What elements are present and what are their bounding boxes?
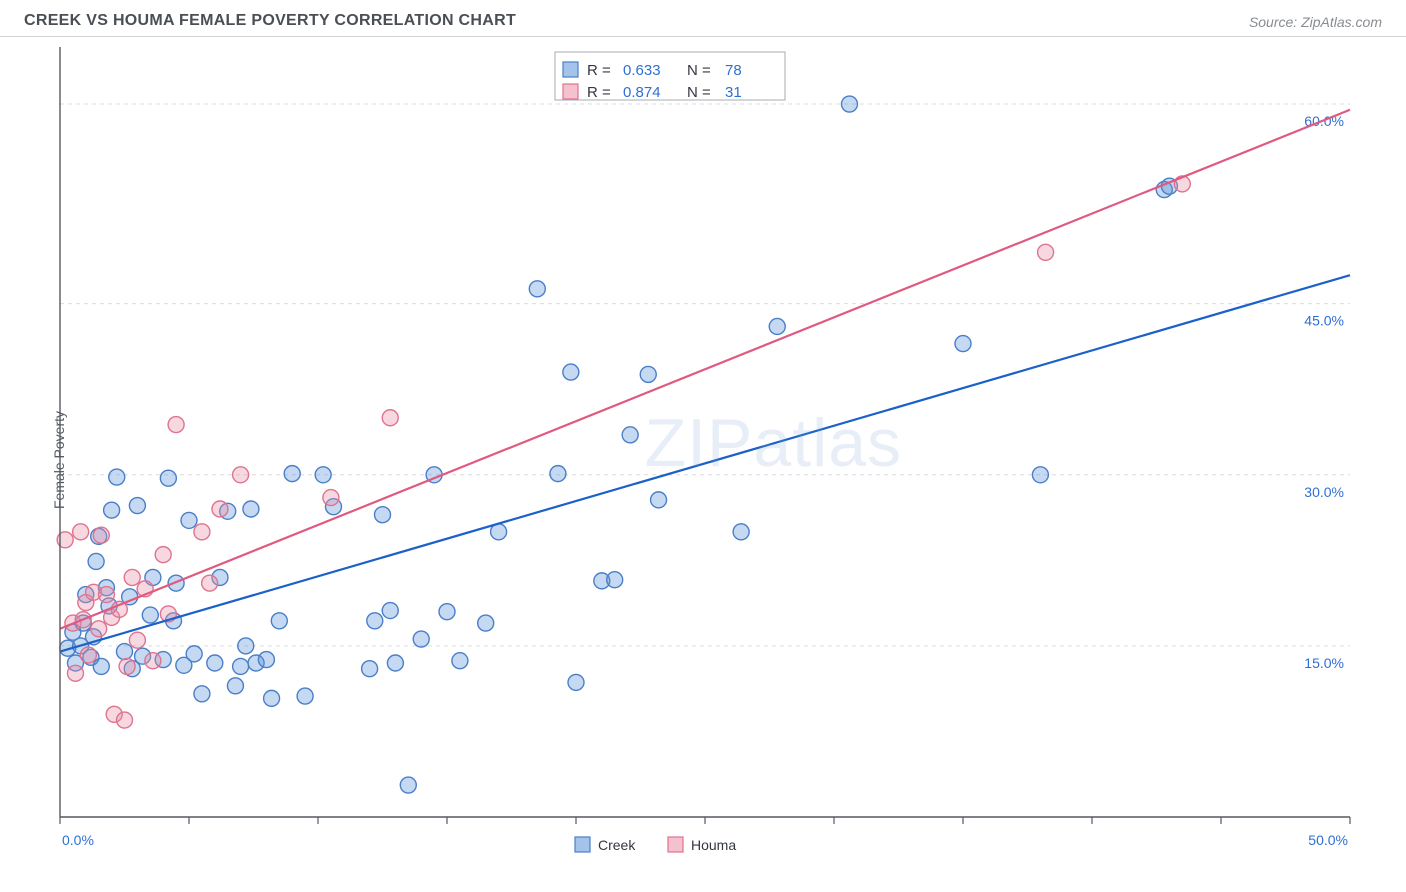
scatter-point: [207, 655, 223, 671]
scatter-point: [88, 553, 104, 569]
scatter-point: [563, 364, 579, 380]
trend-line: [60, 275, 1350, 651]
scatter-point: [387, 655, 403, 671]
scatter-chart-svg: 15.0%30.0%45.0%60.0%0.0%50.0%R =0.633N =…: [0, 37, 1406, 883]
scatter-point: [233, 658, 249, 674]
scatter-point: [382, 410, 398, 426]
scatter-point: [529, 281, 545, 297]
scatter-point: [91, 621, 107, 637]
svg-text:30.0%: 30.0%: [1304, 484, 1344, 500]
scatter-point: [622, 427, 638, 443]
legend-label: Houma: [691, 837, 736, 853]
scatter-point: [109, 469, 125, 485]
scatter-point: [119, 658, 135, 674]
scatter-point: [168, 417, 184, 433]
scatter-point: [769, 318, 785, 334]
scatter-point: [362, 661, 378, 677]
scatter-point: [264, 690, 280, 706]
scatter-point: [67, 665, 83, 681]
scatter-point: [243, 501, 259, 517]
scatter-point: [129, 632, 145, 648]
svg-text:R =: R =: [587, 84, 611, 101]
svg-text:N =: N =: [687, 84, 711, 101]
scatter-point: [155, 547, 171, 563]
scatter-point: [400, 777, 416, 793]
scatter-point: [284, 466, 300, 482]
scatter-point: [439, 604, 455, 620]
svg-text:R =: R =: [587, 62, 611, 79]
scatter-point: [117, 644, 133, 660]
legend-label: Creek: [598, 837, 636, 853]
chart-area: Female Poverty ZIPatlas 15.0%30.0%45.0%6…: [0, 37, 1406, 883]
scatter-point: [733, 524, 749, 540]
chart-header: CREEK VS HOUMA FEMALE POVERTY CORRELATIO…: [0, 0, 1406, 37]
scatter-point: [478, 615, 494, 631]
scatter-point: [323, 490, 339, 506]
scatter-point: [93, 527, 109, 543]
scatter-point: [452, 653, 468, 669]
scatter-point: [129, 498, 145, 514]
scatter-point: [93, 658, 109, 674]
y-axis-label: Female Poverty: [51, 411, 67, 509]
scatter-point: [382, 603, 398, 619]
legend-swatch: [563, 84, 578, 99]
scatter-point: [238, 638, 254, 654]
scatter-point: [202, 575, 218, 591]
scatter-point: [607, 572, 623, 588]
scatter-point: [194, 686, 210, 702]
scatter-point: [413, 631, 429, 647]
scatter-point: [1032, 467, 1048, 483]
scatter-point: [271, 613, 287, 629]
scatter-point: [194, 524, 210, 540]
scatter-point: [212, 501, 228, 517]
scatter-point: [1038, 244, 1054, 260]
scatter-point: [186, 646, 202, 662]
svg-text:0.0%: 0.0%: [62, 832, 94, 848]
svg-text:78: 78: [725, 62, 742, 79]
chart-title: CREEK VS HOUMA FEMALE POVERTY CORRELATIO…: [24, 12, 516, 30]
scatter-point: [124, 569, 140, 585]
chart-source: Source: ZipAtlas.com: [1249, 14, 1382, 30]
svg-text:N =: N =: [687, 62, 711, 79]
scatter-point: [104, 502, 120, 518]
scatter-point: [640, 366, 656, 382]
scatter-point: [98, 587, 114, 603]
scatter-point: [367, 613, 383, 629]
scatter-point: [375, 507, 391, 523]
svg-text:50.0%: 50.0%: [1308, 832, 1348, 848]
scatter-point: [227, 678, 243, 694]
scatter-point: [73, 524, 89, 540]
scatter-point: [651, 492, 667, 508]
scatter-point: [550, 466, 566, 482]
svg-text:45.0%: 45.0%: [1304, 313, 1344, 329]
svg-text:31: 31: [725, 84, 742, 101]
scatter-point: [297, 688, 313, 704]
scatter-point: [117, 712, 133, 728]
scatter-point: [142, 607, 158, 623]
trend-line: [60, 110, 1350, 629]
scatter-point: [181, 512, 197, 528]
scatter-point: [258, 652, 274, 668]
legend-swatch: [563, 62, 578, 77]
scatter-point: [568, 674, 584, 690]
scatter-point: [145, 653, 161, 669]
svg-text:15.0%: 15.0%: [1304, 655, 1344, 671]
svg-text:0.874: 0.874: [623, 84, 661, 101]
scatter-point: [841, 96, 857, 112]
svg-text:0.633: 0.633: [623, 62, 661, 79]
scatter-point: [955, 336, 971, 352]
legend-swatch: [575, 837, 590, 852]
scatter-point: [160, 470, 176, 486]
scatter-point: [315, 467, 331, 483]
scatter-point: [233, 467, 249, 483]
legend-swatch: [668, 837, 683, 852]
scatter-point: [80, 647, 96, 663]
